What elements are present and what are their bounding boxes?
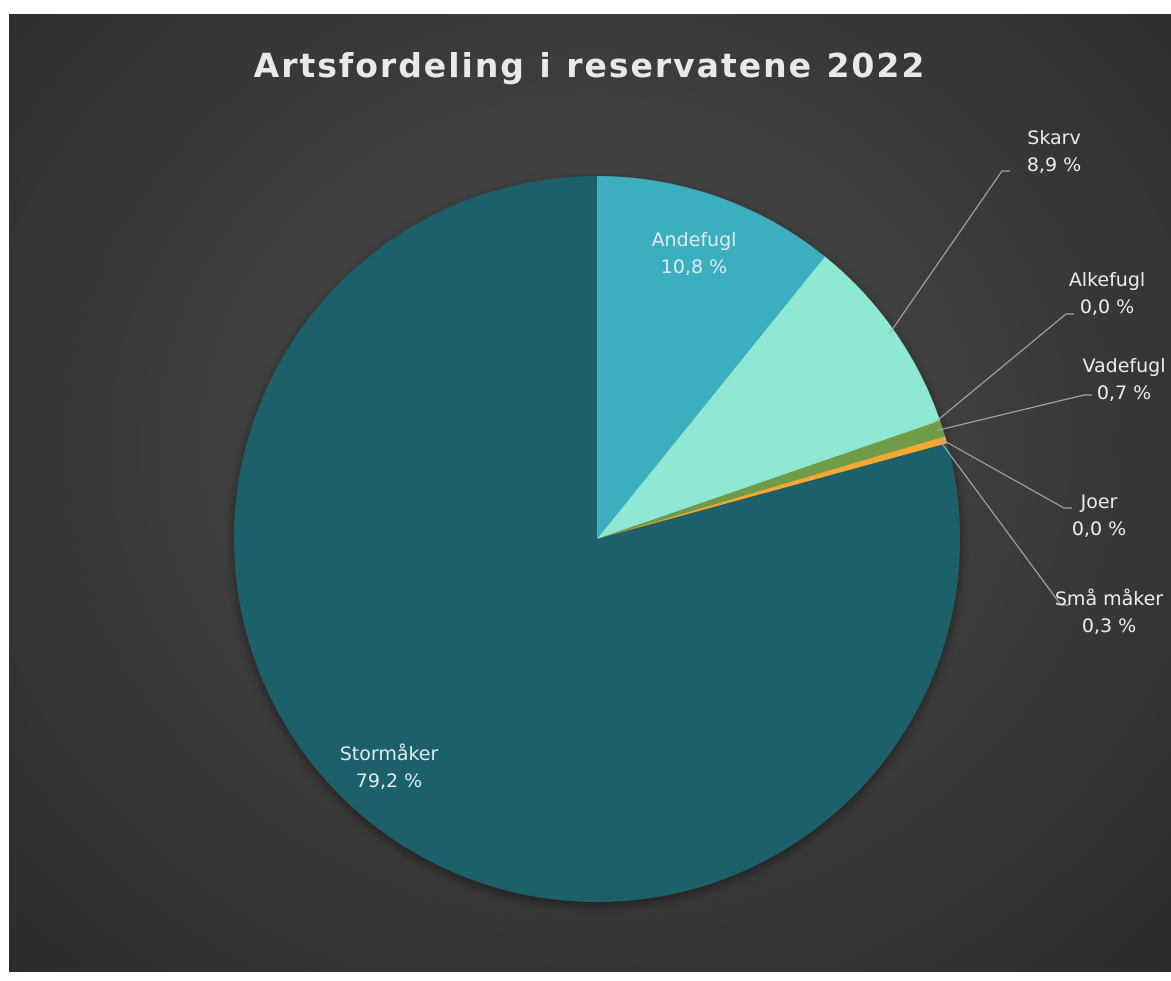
slice-value-stormaker: 79,2 % [356, 770, 422, 792]
slice-value-skarv: 8,9 % [1027, 154, 1081, 176]
pie-slice-sma-maker [597, 436, 948, 539]
pie-slice-alkefugl [597, 420, 941, 539]
slice-label-joer: Joer [1080, 491, 1118, 513]
slice-label-andefugl: Andefugl [652, 229, 737, 251]
slice-label-sma-maker: Små måker [1055, 587, 1163, 610]
slice-value-alkefugl: 0,0 % [1080, 296, 1134, 318]
leader-lines [888, 170, 1092, 606]
pie-slices [233, 176, 960, 902]
slice-value-andefugl: 10,8 % [661, 256, 727, 278]
slice-value-vadefugl: 0,7 % [1097, 382, 1151, 404]
slice-label-stormaker: Stormåker [340, 742, 439, 765]
pie-slice-joer [597, 436, 946, 539]
pie-slice-andefugl [597, 176, 825, 539]
leader-line-vadefugl [936, 394, 1092, 432]
pie-slice-skarv [597, 256, 941, 539]
slice-value-joer: 0,0 % [1072, 518, 1126, 540]
slice-label-vadefugl: Vadefugl [1083, 355, 1166, 377]
leader-line-sma-maker [939, 441, 1069, 606]
slice-value-sma-maker: 0,3 % [1082, 615, 1136, 637]
chart-area: Artsfordeling i reservatene 2022 Andefug… [9, 14, 1171, 972]
chart-title: Artsfordeling i reservatene 2022 [254, 46, 927, 85]
pie-chart: Artsfordeling i reservatene 2022 Andefug… [233, 46, 1166, 902]
leader-line-skarv [888, 170, 1010, 335]
leader-line-joer [939, 437, 1072, 509]
leader-line-alkefugl [934, 313, 1074, 424]
pie-slice-stormaker [233, 176, 960, 902]
slice-label-alkefugl: Alkefugl [1069, 269, 1145, 291]
slice-labels: Andefugl 10,8 % Skarv 8,9 % Alkefugl 0,0 % Vad… [340, 127, 1166, 792]
slice-label-skarv: Skarv [1027, 127, 1080, 149]
pie-slice-vadefugl [597, 421, 946, 539]
